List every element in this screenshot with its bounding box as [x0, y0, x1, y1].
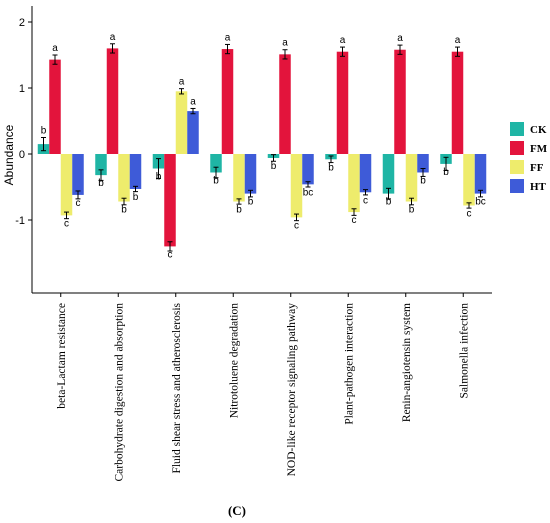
- significance-letter: bc: [475, 197, 486, 208]
- significance-letter: a: [225, 32, 231, 43]
- bar-ht: [417, 154, 429, 173]
- bar-fm: [49, 59, 61, 155]
- significance-letter: c: [294, 220, 299, 231]
- legend-label-ff: FF: [530, 162, 544, 174]
- bar-ff: [233, 154, 245, 202]
- bar-ht: [302, 154, 314, 185]
- bar-ff: [60, 154, 73, 216]
- legend-label-ck: CK: [530, 124, 547, 136]
- x-tick-label: beta-Lactam resistance: [56, 303, 68, 409]
- significance-letter: b: [248, 197, 254, 208]
- bar-ht: [474, 154, 487, 194]
- bar-ht: [72, 154, 84, 195]
- significance-letter: c: [467, 208, 472, 219]
- significance-letter: b: [409, 205, 415, 216]
- significance-letter: c: [352, 215, 357, 226]
- x-tick-label: Plant-pathogen interaction: [343, 303, 355, 425]
- y-tick-label: -1: [15, 215, 25, 227]
- x-tick-label: NOD-like receptor signaling pathway: [286, 303, 298, 477]
- significance-letter: a: [340, 35, 346, 46]
- legend-swatch-ht: [510, 179, 524, 193]
- bar-ht: [187, 111, 199, 154]
- significance-letter: a: [282, 38, 288, 49]
- bar-ff: [463, 154, 475, 206]
- bar-ck: [382, 154, 395, 194]
- significance-letter: b: [328, 162, 334, 173]
- y-tick-label: 2: [19, 17, 25, 29]
- legend-label-fm: FM: [530, 143, 548, 155]
- significance-letter: bc: [303, 187, 314, 198]
- significance-letter: c: [76, 198, 81, 209]
- significance-letter: b: [213, 175, 219, 186]
- y-tick-label: 1: [19, 83, 25, 95]
- bar-ht: [129, 154, 142, 189]
- significance-letter: a: [190, 96, 196, 107]
- significance-letter: b: [420, 175, 426, 186]
- bar-fm: [221, 49, 234, 155]
- bar-fm: [279, 54, 291, 155]
- legend-label-ht: HT: [530, 181, 547, 193]
- x-tick-label: Renin-angiotensin system: [401, 303, 413, 422]
- x-tick-label: Carbohydrate digestion and absorption: [113, 303, 125, 482]
- bar-fm: [106, 48, 119, 154]
- significance-letter: a: [52, 43, 58, 54]
- significance-letter: a: [455, 35, 461, 46]
- significance-letter: a: [179, 77, 185, 88]
- bar-ck: [95, 154, 107, 176]
- significance-letter: c: [64, 218, 69, 229]
- bar-ht: [359, 154, 372, 193]
- legend-swatch-ff: [510, 160, 524, 174]
- bar-fm: [451, 51, 464, 155]
- legend-swatch-fm: [510, 141, 524, 155]
- significance-letter: b: [236, 205, 242, 216]
- significance-letter: b: [41, 126, 47, 137]
- bar-ff: [175, 91, 188, 154]
- bar-ht: [244, 154, 257, 194]
- bar-ff: [118, 154, 130, 202]
- significance-letter: c: [363, 195, 368, 206]
- x-tick-label: Nitrotoluene degradation: [228, 303, 240, 419]
- significance-letter: b: [443, 167, 449, 178]
- bar-fm: [336, 51, 349, 155]
- bar-fm: [394, 49, 406, 154]
- bar-ff: [405, 154, 418, 202]
- bar-ff: [348, 154, 360, 213]
- significance-letter: c: [168, 249, 173, 260]
- significance-letter: b: [121, 205, 127, 216]
- significance-letter: b: [271, 161, 277, 172]
- significance-letter: b: [156, 172, 162, 183]
- significance-letter: a: [397, 33, 403, 44]
- y-axis-label: Abundance: [2, 124, 16, 185]
- significance-letter: b: [133, 192, 139, 203]
- significance-letter: a: [110, 32, 116, 43]
- y-tick-label: 0: [19, 149, 25, 161]
- bar-ff: [290, 154, 303, 218]
- bar-ck: [210, 154, 222, 173]
- significance-letter: b: [386, 197, 392, 208]
- figure-caption: (C): [228, 503, 246, 518]
- x-tick-label: Fluid shear stress and atherosclerosis: [171, 302, 183, 473]
- bar-fm: [164, 154, 176, 247]
- legend-swatch-ck: [510, 122, 524, 136]
- x-tick-label: Salmonella infection: [458, 303, 470, 399]
- legend: CK FM FF HT: [510, 122, 548, 193]
- significance-letter: b: [98, 178, 104, 189]
